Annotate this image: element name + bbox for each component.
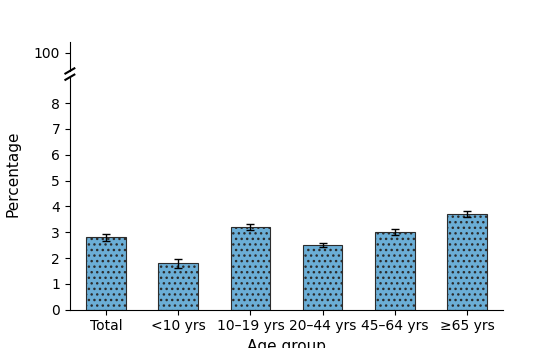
Bar <box>230 227 270 310</box>
Text: Percentage: Percentage <box>6 131 21 217</box>
X-axis label: Age group: Age group <box>247 339 326 348</box>
Bar <box>375 232 415 310</box>
Bar <box>86 237 126 310</box>
Bar <box>447 214 487 310</box>
Bar <box>158 263 198 310</box>
Bar <box>303 245 343 310</box>
